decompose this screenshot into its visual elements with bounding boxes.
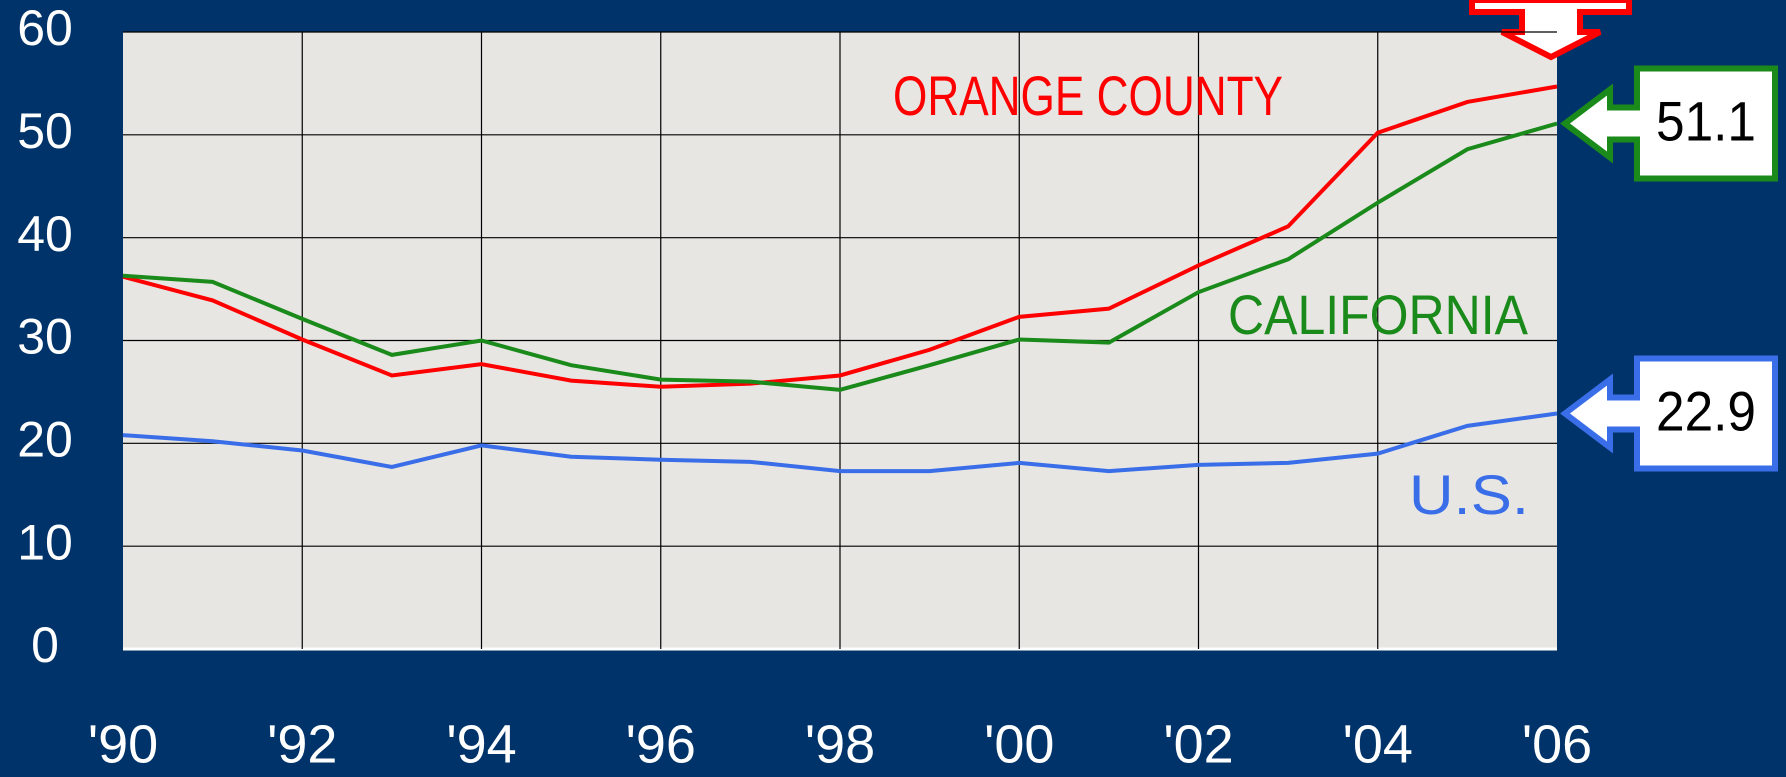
callout-arrow: [1469, 0, 1632, 61]
data-label: 22.9: [1656, 379, 1756, 442]
y-tick-label: 30: [17, 309, 73, 365]
data-label: 51.1: [1656, 89, 1756, 152]
series-label: CALIFORNIA: [1228, 283, 1529, 346]
callout: [1560, 355, 1778, 472]
callout: [1560, 65, 1778, 182]
x-tick-label: '90: [88, 714, 158, 774]
x-tick-label: '04: [1343, 714, 1413, 774]
x-tick-label: '96: [626, 714, 696, 774]
line: [122, 121, 1558, 392]
x-tick-label: '94: [446, 714, 516, 774]
y-tick-label: 60: [17, 0, 73, 56]
line: [122, 411, 1558, 474]
series-label: ORANGE COUNTY: [893, 64, 1283, 127]
x-tick-label: '98: [805, 714, 875, 774]
x-tick-label: '00: [984, 714, 1054, 774]
series-label: U.S.: [1409, 463, 1529, 526]
y-tick-label: 0: [31, 617, 59, 673]
y-tick-label: 50: [17, 103, 73, 159]
x-tick-label: '92: [267, 714, 337, 774]
y-tick-label: 20: [17, 412, 73, 468]
x-tick-label: '06: [1522, 714, 1592, 774]
y-tick-label: 10: [17, 514, 73, 570]
y-tick-label: 40: [17, 206, 73, 262]
x-tick-label: '02: [1163, 714, 1233, 774]
line: [122, 84, 1558, 389]
